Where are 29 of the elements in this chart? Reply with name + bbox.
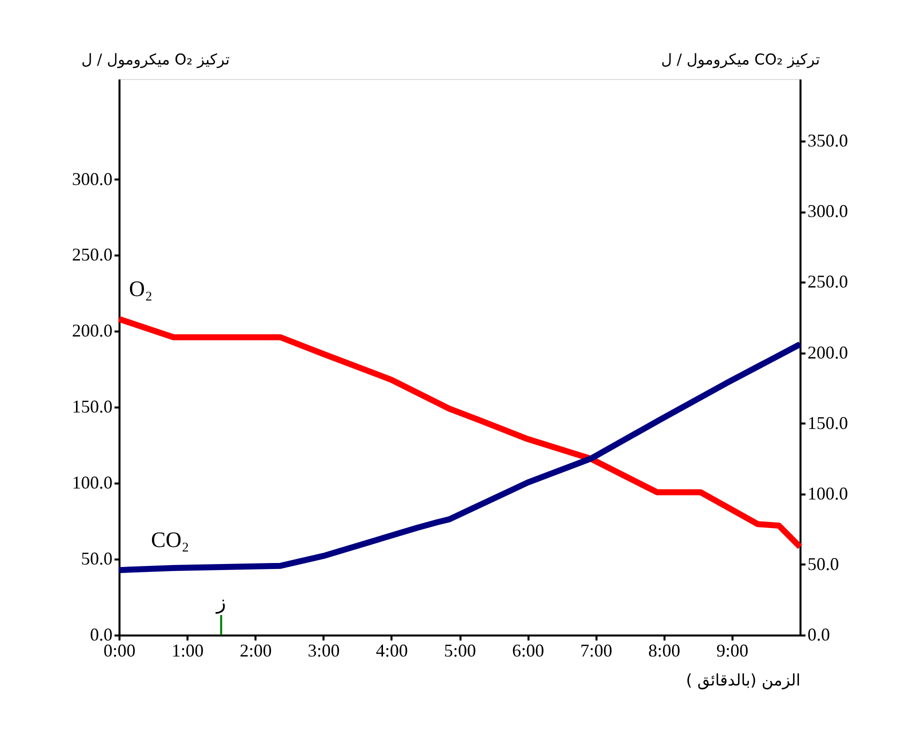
y2-tick-label: 200.0 — [808, 342, 848, 362]
y2-tick-label: 100.0 — [808, 483, 848, 504]
x-tick-label: 5:00 — [444, 640, 476, 660]
x-tick-label: 2:00 — [240, 640, 272, 660]
y-tick-label: 150.0 — [72, 396, 112, 417]
y-axis-title: تركيز O₂ ميكرومول / ل — [81, 50, 230, 68]
x-tick-label: 1:00 — [172, 640, 204, 660]
y2-tick-label: 150.0 — [808, 412, 848, 433]
y-tick-label: 250.0 — [72, 244, 112, 265]
y-tick-label: 50.0 — [81, 548, 112, 569]
y2-tick-label: 250.0 — [808, 272, 848, 292]
series-label: O₂ — [129, 276, 153, 302]
y2-tick-label: 300.0 — [808, 201, 848, 222]
x-tick-label: 3:00 — [308, 640, 340, 660]
y-tick-label: 100.0 — [72, 472, 112, 493]
y2-tick-label: 50.0 — [808, 554, 839, 574]
series-label: CO₂ — [151, 527, 190, 552]
x-tick-label: 7:00 — [580, 640, 612, 660]
y2-tick-label: 350.0 — [808, 130, 848, 151]
x-tick-label: 9:00 — [716, 640, 748, 660]
x-tick-label: 4:00 — [376, 640, 408, 660]
ref-line-label: ز — [215, 590, 226, 614]
y-tick-label: 300.0 — [72, 168, 112, 189]
y2-tick-label: 0.0 — [808, 624, 830, 644]
x-axis-title: الزمن (بالدقائق ) — [686, 670, 800, 690]
y2-axis-title: تركيز CO₂ ميكرومول / ل — [661, 50, 820, 68]
y-tick-label: 200.0 — [72, 320, 112, 341]
x-tick-label: 8:00 — [648, 640, 680, 660]
x-tick-label: 6:00 — [512, 640, 544, 660]
